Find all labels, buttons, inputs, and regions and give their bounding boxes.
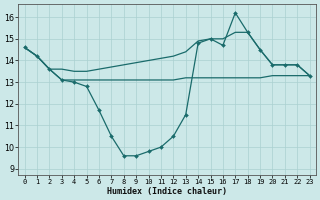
X-axis label: Humidex (Indice chaleur): Humidex (Indice chaleur) xyxy=(107,187,227,196)
